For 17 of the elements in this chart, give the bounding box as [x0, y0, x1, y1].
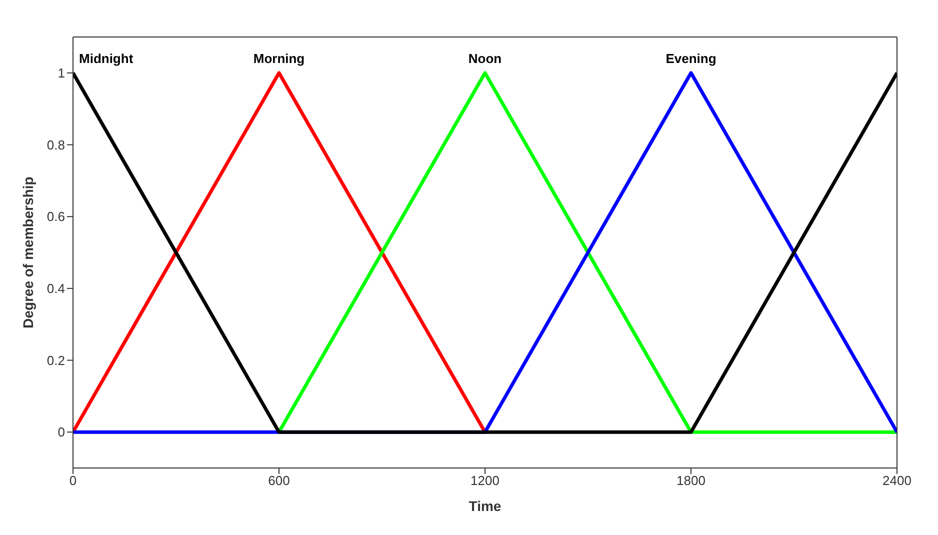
x-axis-title: Time [468, 498, 502, 514]
x-tick-label: 1800 [676, 473, 706, 488]
y-axis-title: Degree of membership [20, 176, 36, 328]
x-tick-label: 600 [268, 473, 290, 488]
y-tick-label: 1 [58, 66, 65, 81]
series-label: Noon [468, 50, 502, 66]
series-label: Midnight [79, 50, 134, 66]
series-label: Morning [253, 50, 305, 66]
x-tick-label: 0 [69, 473, 77, 488]
series-label: Evening [666, 50, 716, 66]
y-tick-label: 0 [58, 424, 65, 440]
x-tick-label: 2400 [882, 473, 912, 488]
y-tick-label: 0.2 [46, 352, 65, 368]
x-tick-label: 1200 [470, 473, 500, 488]
y-tick-label: 0.6 [46, 209, 65, 224]
y-tick-label: 0.4 [46, 281, 65, 296]
y-tick-label: 0.8 [46, 137, 65, 152]
